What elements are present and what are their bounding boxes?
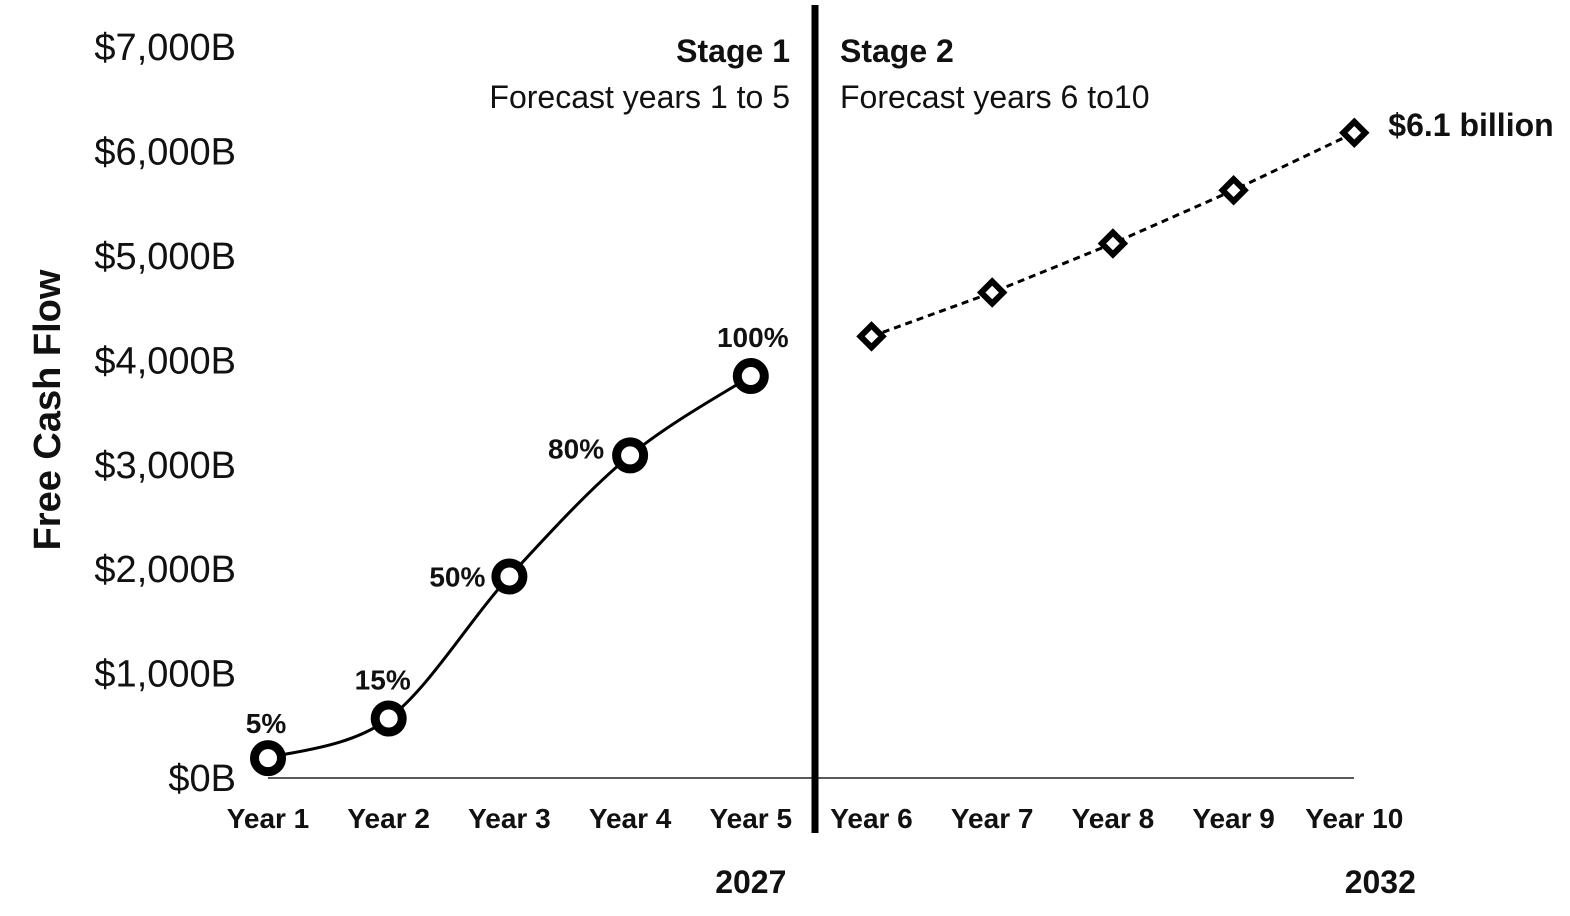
x-tick-label: Year 5 (710, 803, 793, 834)
y-tick-label: $3,000B (94, 445, 236, 487)
x-tick-label: Year 9 (1192, 803, 1275, 834)
x-tick-label: Year 6 (830, 803, 913, 834)
stage-headers: Stage 1 Forecast years 1 to 5 Stage 2 Fo… (489, 33, 1149, 115)
series-2-point (1339, 117, 1370, 149)
series-2-point (976, 277, 1008, 308)
y-tick-label: $5,000B (94, 236, 236, 278)
data-label: 15% (355, 664, 411, 695)
stage-1-title: Stage 1 (676, 33, 790, 69)
data-label: 100% (717, 322, 789, 353)
year-labels: 2027 2032 (715, 864, 1416, 900)
x-tick-label: Year 3 (468, 803, 551, 834)
year-label: 2027 (715, 864, 786, 900)
data-label: 5% (246, 708, 287, 739)
y-axis-label: Free Cash Flow (27, 269, 69, 550)
end-value-label: $6.1 billion (1388, 107, 1553, 143)
year-label: 2032 (1345, 864, 1416, 900)
x-tick-label: Year 8 (1072, 803, 1155, 834)
series-2-point (1097, 228, 1129, 259)
data-label: 50% (429, 562, 485, 593)
stage-1-subtitle: Forecast years 1 to 5 (489, 79, 790, 115)
y-tick-label: $1,000B (94, 654, 236, 696)
x-tick-label: Year 1 (227, 803, 310, 834)
series-layer: 5% 15% 50% 80% 100% $6.1 billion (246, 107, 1554, 777)
series-2-point (856, 321, 887, 352)
x-axis: Year 1 Year 2 Year 3 Year 4 Year 5 Year 6 Year… (227, 777, 1403, 834)
x-tick-label: Year 10 (1305, 803, 1403, 834)
y-tick-label: $4,000B (94, 340, 236, 382)
x-tick-label: Year 4 (589, 803, 672, 834)
series-1-point (612, 437, 649, 474)
series-2-point (1218, 174, 1249, 206)
y-tick-label: $6,000B (94, 132, 236, 174)
series-1-point (370, 700, 407, 737)
y-tick-label: $0B (168, 758, 236, 800)
x-tick-label: Year 2 (347, 803, 430, 834)
series-1-point (732, 358, 769, 395)
y-tick-label: $2,000B (94, 549, 236, 591)
stage-2-title: Stage 2 (840, 33, 954, 69)
series-1-point (250, 740, 286, 777)
data-label: 80% (548, 433, 604, 464)
y-axis: $0B $1,000B $2,000B $3,000B $4,000B $5,000B $6… (94, 27, 236, 800)
stage-2-subtitle: Forecast years 6 to10 (840, 79, 1149, 115)
series-1-point (491, 558, 528, 595)
y-tick-label: $7,000B (94, 27, 236, 69)
x-tick-label: Year 7 (951, 803, 1034, 834)
